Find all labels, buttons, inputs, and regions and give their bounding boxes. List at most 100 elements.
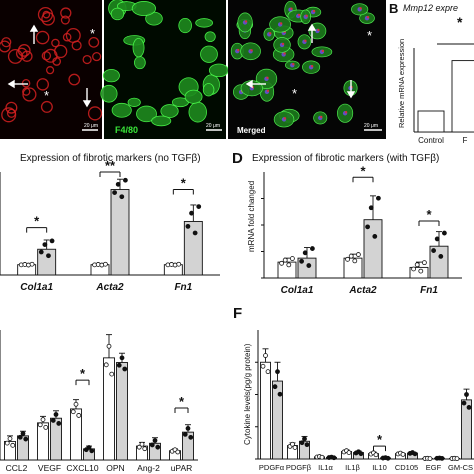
x-tick-label: Acta2 [348, 285, 377, 296]
merged-red-spot [366, 15, 370, 19]
x-tick-label: IL1β [345, 463, 360, 472]
micro-arrowhead [29, 24, 39, 32]
red-cell [41, 11, 55, 26]
merged-red-spot [305, 14, 308, 17]
panel-e: CCL2 VEGF CXCL10 OPN Ang-2 uPAR * * [0, 330, 198, 473]
data-point [139, 441, 145, 447]
micro-red-panel [0, 0, 102, 139]
micro-arrowhead [82, 100, 92, 108]
x-tick-label: EGF [426, 463, 442, 472]
green-cell [132, 38, 145, 58]
x-tick-label: OPN [106, 463, 124, 473]
data-point [192, 230, 198, 236]
data-point [421, 260, 427, 266]
green-cell [202, 83, 215, 97]
data-point [302, 436, 307, 442]
x-tick-label: Col1a1 [20, 282, 53, 293]
green-cell [111, 102, 132, 118]
bar [183, 220, 203, 276]
data-point [431, 248, 437, 253]
green-cell [204, 31, 216, 43]
sig-label: * [181, 176, 187, 191]
data-point [182, 431, 188, 437]
merged-red-spot [290, 7, 293, 10]
panel-c: Expression of fibrotic markers (no TGFβ)… [0, 153, 220, 293]
red-cell [60, 15, 70, 25]
panel-b-chart: Control F [413, 48, 474, 145]
data-point [352, 258, 358, 264]
data-point [279, 260, 285, 266]
bar [110, 189, 130, 276]
data-point [89, 448, 95, 454]
data-point [56, 421, 62, 426]
green-cell [195, 18, 213, 28]
panel-b-ylabel: Relative mRNA expression [397, 39, 406, 128]
bar [451, 60, 474, 133]
data-point [304, 442, 310, 448]
green-cell [136, 105, 157, 123]
data-point [86, 445, 92, 450]
data-point [309, 246, 315, 251]
x-tick-label: Col1a1 [281, 285, 314, 296]
green-cell [102, 68, 120, 83]
x-tick-label: CXCL10 [66, 463, 98, 473]
merged-red-spot [304, 39, 307, 43]
micro-merged-cells [230, 0, 375, 128]
microscopy-panels: * * * * 20 μm 20 μm 20 μm F4/80 Merged [0, 0, 386, 139]
red-cell [22, 87, 37, 102]
data-point [275, 369, 280, 375]
data-point [23, 436, 29, 442]
data-point [112, 190, 117, 196]
data-point [149, 442, 155, 448]
merged-red-spot [237, 48, 240, 52]
data-point [42, 242, 48, 248]
panel-b-letter: B [389, 1, 398, 16]
data-point [299, 258, 305, 264]
sig-label: * [34, 214, 40, 229]
data-point [412, 451, 418, 457]
sig-label: * [377, 432, 383, 447]
data-point [70, 409, 76, 415]
data-point [346, 450, 352, 456]
sig-label: * [179, 394, 185, 409]
micro-arrowhead [245, 79, 253, 89]
red-cell [88, 36, 100, 48]
x-tick-label: Acta2 [95, 282, 124, 293]
data-point [306, 263, 312, 268]
green-cell [184, 89, 203, 104]
data-point [454, 456, 460, 462]
merged-red-spot [359, 7, 362, 10]
data-point [122, 366, 128, 372]
x-tick-label: CD105 [395, 463, 418, 472]
panel-d-chart: Col1a1 Acta2 Fn1 * * [261, 163, 462, 296]
bar [260, 361, 271, 460]
red-cell [82, 54, 92, 65]
x-tick-label: Control [418, 136, 444, 145]
data-point [185, 223, 191, 229]
data-point [46, 253, 51, 259]
red-cell [40, 100, 53, 113]
sig-label: * [360, 163, 366, 178]
data-point [461, 400, 467, 406]
data-point [37, 422, 43, 428]
data-point [272, 384, 278, 390]
data-point [375, 195, 381, 201]
data-point [438, 254, 444, 259]
x-tick-label: VEGF [38, 463, 61, 473]
x-tick-label: PDGFβ [286, 463, 312, 472]
merged-red-spot [279, 22, 283, 25]
green-cell [134, 56, 146, 70]
panel-e-chart: CCL2 VEGF CXCL10 OPN Ang-2 uPAR * * [0, 330, 198, 473]
data-point [29, 261, 35, 267]
merged-red-spot [281, 42, 285, 46]
data-point [17, 434, 23, 440]
green-cell [131, 1, 157, 16]
data-point [372, 233, 378, 239]
data-point [348, 253, 354, 259]
sig-label: ** [105, 158, 116, 173]
red-cell [36, 78, 49, 91]
micro-arrowhead [346, 91, 356, 99]
data-point [365, 224, 371, 230]
data-point [109, 371, 115, 377]
